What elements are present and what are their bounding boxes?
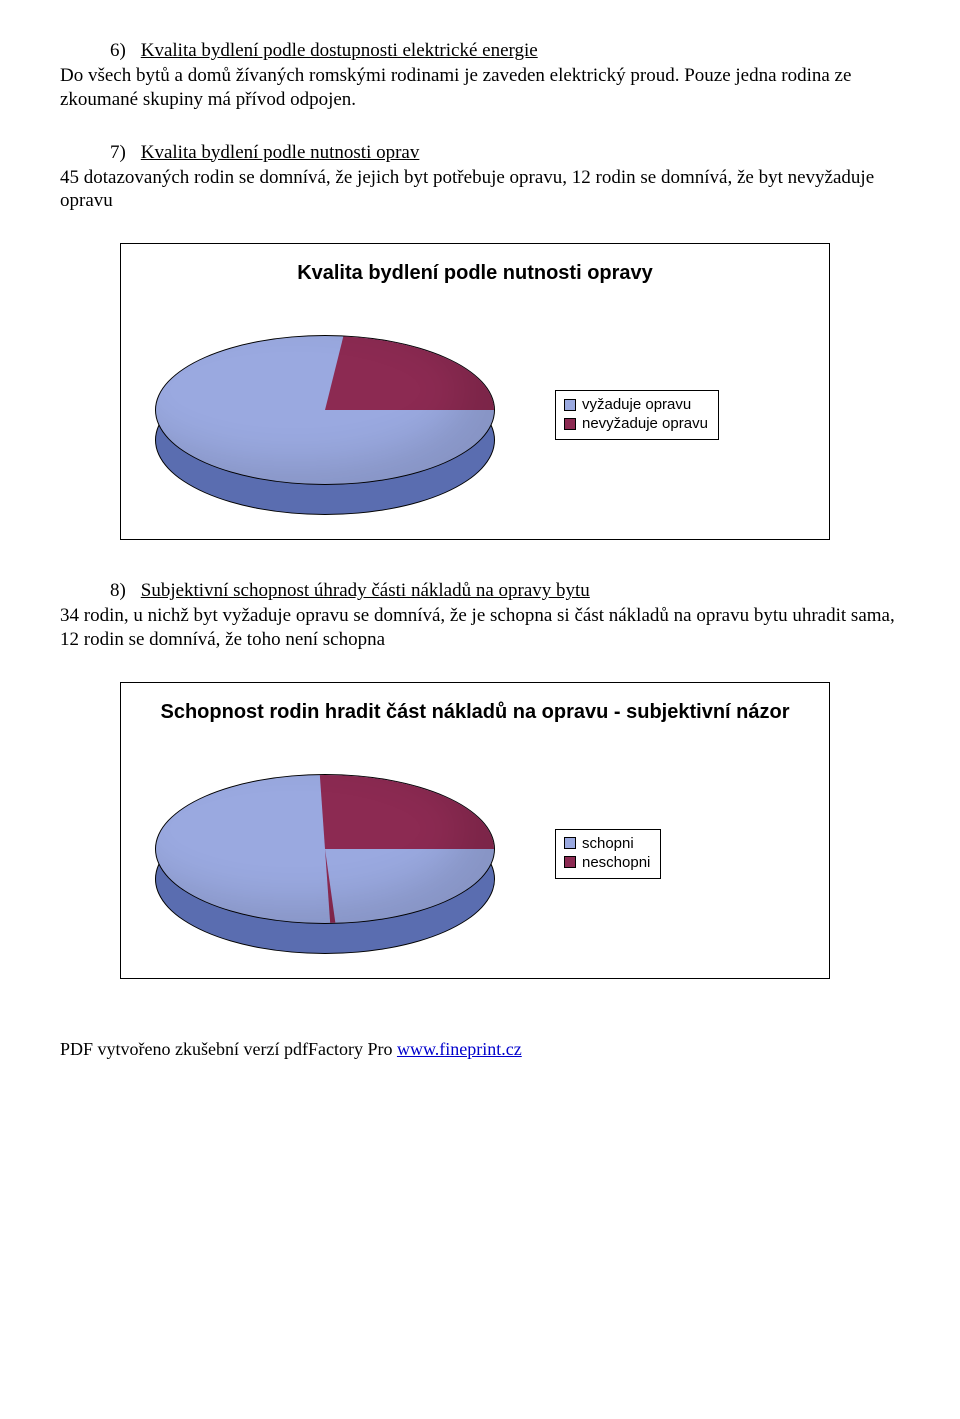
section8-heading: 8) Subjektivní schopnost úhrady části ná… <box>110 580 900 602</box>
chart2-container: Schopnost rodin hradit část nákladů na o… <box>120 682 830 979</box>
chart2-swatch-1 <box>564 856 576 868</box>
section8-body: 34 rodin, u nichž byt vyžaduje opravu se… <box>60 604 900 652</box>
chart1-swatch-1 <box>564 418 576 430</box>
chart1-legend-row-1: nevyžaduje opravu <box>564 414 708 433</box>
chart1-legend-row-0: vyžaduje opravu <box>564 395 708 414</box>
chart2-legend-row-0: schopni <box>564 834 650 853</box>
section6-title: Kvalita bydlení podle dostupnosti elektr… <box>141 40 538 61</box>
chart1-legend-label-0: vyžaduje opravu <box>582 396 691 413</box>
chart1-container: Kvalita bydlení podle nutnosti opravy vy… <box>120 243 830 540</box>
chart2-legend-label-1: neschopni <box>582 854 650 871</box>
chart2-pie-top <box>155 774 495 924</box>
chart1-legend: vyžaduje opravu nevyžaduje opravu <box>555 390 719 440</box>
chart2-title: Schopnost rodin hradit část nákladů na o… <box>135 701 815 724</box>
section7-number: 7) <box>110 142 136 164</box>
pdf-footer: PDF vytvořeno zkušební verzí pdfFactory … <box>60 1039 900 1060</box>
section6-heading: 6) Kvalita bydlení podle dostupnosti ele… <box>110 40 900 62</box>
chart1-legend-label-1: nevyžaduje opravu <box>582 415 708 432</box>
section7-body: 45 dotazovaných rodin se domnívá, že jej… <box>60 166 900 214</box>
chart1-title: Kvalita bydlení podle nutnosti opravy <box>135 262 815 285</box>
chart2-swatch-0 <box>564 837 576 849</box>
chart1-wedge-minor <box>325 335 495 410</box>
chart2-pie <box>155 754 515 954</box>
chart1-swatch-0 <box>564 399 576 411</box>
section7-title: Kvalita bydlení podle nutnosti oprav <box>141 142 420 163</box>
footer-link[interactable]: www.fineprint.cz <box>397 1039 522 1059</box>
section8-title: Subjektivní schopnost úhrady části nákla… <box>141 580 590 601</box>
footer-prefix: PDF vytvořeno zkušební verzí pdfFactory … <box>60 1039 397 1059</box>
section7-heading: 7) Kvalita bydlení podle nutnosti oprav <box>110 142 900 164</box>
section8-number: 8) <box>110 580 136 602</box>
section6-body: Do všech bytů a domů žívaných romskými r… <box>60 64 900 112</box>
chart2-legend-row-1: neschopni <box>564 853 650 872</box>
chart2-wedge-minor-a <box>278 774 495 849</box>
chart2-legend: schopni neschopni <box>555 829 661 879</box>
chart1-pie-top <box>155 335 495 485</box>
chart1-pie <box>155 315 515 515</box>
chart2-legend-label-0: schopni <box>582 835 634 852</box>
section6-number: 6) <box>110 40 136 62</box>
